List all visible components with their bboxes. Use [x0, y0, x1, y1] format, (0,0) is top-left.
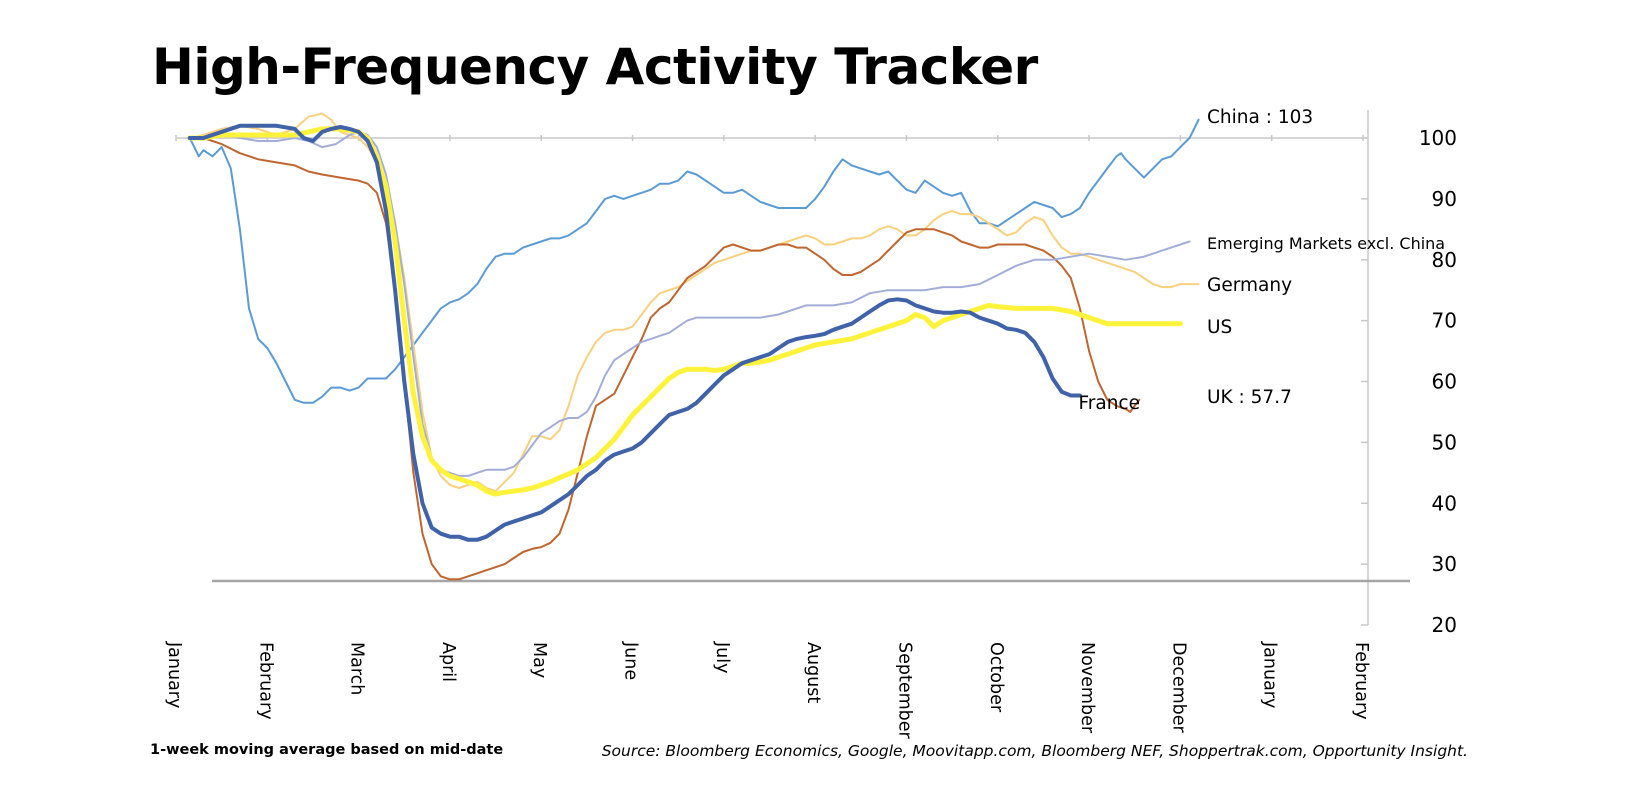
series-line-1	[188, 112, 1200, 493]
series-label: US	[1207, 317, 1232, 338]
x-tick-label: August	[803, 642, 823, 703]
series-line-3	[188, 130, 1191, 477]
x-tick-label: February	[255, 642, 275, 720]
y-tick-label: 90	[1432, 187, 1457, 211]
y-tick-label: 30	[1432, 552, 1457, 576]
series-label: China : 103	[1207, 107, 1313, 128]
series-line-0	[188, 118, 1200, 404]
x-tick-label: January	[1260, 641, 1280, 708]
x-tick-label: June	[621, 641, 641, 680]
x-tick-label: May	[529, 642, 549, 678]
series-label: Emerging Markets excl. China	[1207, 234, 1445, 253]
y-tick-label: 80	[1432, 248, 1457, 272]
series-label: France	[1078, 393, 1140, 414]
y-tick-label: 70	[1432, 309, 1457, 333]
series-labels: China : 103 Germany France Emerging Markets…	[1078, 107, 1445, 414]
series-label: UK : 57.7	[1207, 387, 1292, 408]
footnote: 1-week moving average based on mid-date	[150, 742, 504, 758]
series-line-4	[187, 126, 1183, 497]
x-tick-label: February	[1351, 642, 1371, 720]
y-tick-label: 40	[1432, 491, 1457, 515]
y-tick-label: 60	[1432, 370, 1457, 394]
y-tick-label: 50	[1432, 430, 1457, 454]
series-line-2	[188, 137, 1141, 581]
x-tick-label: September	[894, 642, 914, 740]
x-tick-label: March	[347, 642, 367, 695]
x-tick-label: January	[164, 641, 184, 708]
y-tick-label: 100	[1419, 126, 1457, 150]
chart-title: High-Frequency Activity Tracker	[152, 38, 1038, 96]
x-tick-label: October	[986, 642, 1006, 713]
series-line-5	[187, 123, 1082, 542]
y-tick-label: 20	[1432, 613, 1457, 637]
x-tick-label: July	[712, 641, 732, 673]
x-tick-label: December	[1168, 642, 1188, 734]
axes: 20 30 40 50 60 70 80 90 100 January February March A…	[164, 110, 1457, 740]
series-lines	[187, 112, 1200, 581]
x-tick-label: April	[438, 642, 458, 682]
source-note: Source: Bloomberg Economics, Google, Moo…	[601, 742, 1468, 760]
series-label: Germany	[1207, 275, 1292, 296]
x-tick-label: November	[1077, 642, 1097, 734]
